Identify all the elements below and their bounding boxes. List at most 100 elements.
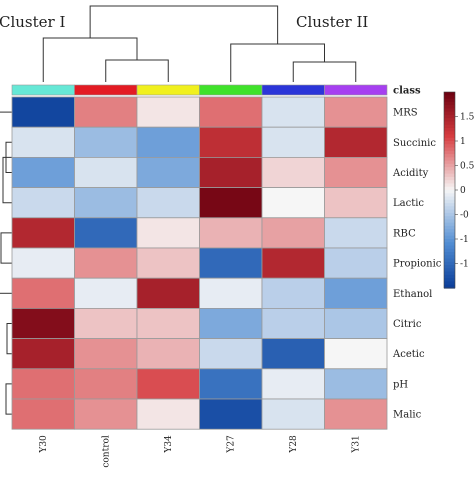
legend-gradient-step <box>444 278 455 283</box>
cell-citric-control <box>74 307 138 339</box>
legend-gradient-step <box>444 284 455 289</box>
row-label-malic: Malic <box>393 410 422 421</box>
row-label-rbc: RBC <box>393 228 416 239</box>
cell-acetic-y27 <box>199 338 263 370</box>
legend-gradient-step <box>444 212 455 217</box>
legend-tick-label: -0 <box>460 211 469 221</box>
cell-citric-y30 <box>11 307 75 339</box>
cell-succinic-y28 <box>261 126 325 158</box>
cell-lactic-control <box>74 187 138 219</box>
cell-succinic-y34 <box>136 126 200 158</box>
cell-malic-y31 <box>324 398 388 430</box>
row-label-acetic: Acetic <box>392 349 425 360</box>
legend-gradient-step <box>444 239 455 243</box>
cell-ethanol-control <box>74 277 138 309</box>
cell-lactic-y34 <box>136 187 200 219</box>
heatmap-cells <box>11 96 388 430</box>
cell-rbc-y27 <box>199 217 263 249</box>
legend-gradient-step <box>444 199 455 204</box>
class-swatch-control <box>74 84 138 96</box>
cell-citric-y34 <box>136 307 200 339</box>
cell-citric-y27 <box>199 307 263 339</box>
legend-gradient-step <box>444 170 455 175</box>
cell-ph-y30 <box>11 368 75 400</box>
legend-gradient-step <box>444 150 455 155</box>
class-label: class <box>393 86 421 97</box>
legend-gradient-step <box>444 255 455 260</box>
legend-gradient-step <box>444 248 455 253</box>
legend-gradient-step <box>444 98 455 103</box>
cell-mrs-y34 <box>136 96 200 128</box>
row-link-rbc-propionic <box>0 232 12 264</box>
cell-rbc-y34 <box>136 217 200 249</box>
cell-ph-y28 <box>261 368 325 400</box>
legend-gradient-step <box>444 245 455 250</box>
row-label-succinic: Succinic <box>393 138 436 149</box>
legend-gradient-step <box>444 173 455 178</box>
cell-malic-y30 <box>11 398 75 430</box>
cell-ethanol-y31 <box>324 277 388 309</box>
column-label-y27: Y27 <box>227 435 237 454</box>
legend-gradient-step <box>444 131 455 136</box>
cell-succinic-y27 <box>199 126 263 158</box>
legend-tick-label: 0 <box>460 186 466 196</box>
legend-gradient-step <box>444 101 455 106</box>
cell-rbc-y30 <box>11 217 75 249</box>
cell-propionic-y34 <box>136 247 200 279</box>
class-swatch-y34 <box>136 84 200 96</box>
cell-acetic-y30 <box>11 338 75 370</box>
legend-tick-label: 1.5 <box>460 113 474 123</box>
cell-malic-y34 <box>136 398 200 430</box>
cell-ph-control <box>74 368 138 400</box>
dendro-link-cluster-2 <box>230 43 325 82</box>
legend-gradient-step <box>444 186 455 191</box>
legend-tick-label: -1 <box>460 260 469 270</box>
legend-gradient-step <box>444 167 455 171</box>
cell-malic-y27 <box>199 398 263 430</box>
legend-gradient-step <box>444 95 455 100</box>
legend-gradient-step <box>444 232 455 237</box>
legend-gradient-step <box>444 271 455 276</box>
class-swatch-y27 <box>199 84 263 96</box>
row-labels: MRS Succinic Acidity Lactic RBC Propionic Etha… <box>392 108 442 421</box>
cell-mrs-y30 <box>11 96 75 128</box>
cell-ethanol-y30 <box>11 277 75 309</box>
legend-gradient-step <box>444 216 455 220</box>
cluster-label-2: Cluster II <box>296 13 368 31</box>
dendro-link-y28-y31 <box>292 61 357 82</box>
class-swatch-y28 <box>261 84 325 96</box>
cell-mrs-y27 <box>199 96 263 128</box>
legend-gradient-step <box>444 225 455 230</box>
legend-gradient-step <box>444 261 455 266</box>
cluster-labels: Cluster I Cluster II <box>0 13 368 31</box>
column-label-y34: Y34 <box>164 435 174 454</box>
cell-propionic-y30 <box>11 247 75 279</box>
legend-gradient-step <box>444 118 455 122</box>
row-label-ph: pH <box>393 379 408 390</box>
cell-ethanol-y34 <box>136 277 200 309</box>
legend-gradient-step <box>444 190 455 194</box>
cell-acidity-y27 <box>199 156 263 188</box>
cell-rbc-control <box>74 217 138 249</box>
dendro-link-control-y34 <box>105 59 169 82</box>
legend-gradient-step <box>444 124 455 129</box>
cell-propionic-control <box>74 247 138 279</box>
legend-gradient-step <box>444 108 455 113</box>
cell-acidity-y28 <box>261 156 325 188</box>
cell-acidity-y34 <box>136 156 200 188</box>
legend-tick-label: -1 <box>460 235 469 245</box>
legend-gradient-step <box>444 252 455 256</box>
legend-gradient-step <box>444 144 455 149</box>
cell-ethanol-y27 <box>199 277 263 309</box>
legend-gradient-step <box>444 258 455 263</box>
column-labels: Y30 control Y34 Y27 Y28 Y31 <box>39 435 362 468</box>
legend-gradient-step <box>444 111 455 116</box>
legend-gradient-step <box>444 265 455 269</box>
row-label-propionic: Propionic <box>393 259 442 270</box>
cell-rbc-y28 <box>261 217 325 249</box>
legend-gradient-step <box>444 206 455 211</box>
cell-acetic-control <box>74 338 138 370</box>
cell-lactic-y31 <box>324 187 388 219</box>
class-swatch-y31 <box>324 84 388 96</box>
